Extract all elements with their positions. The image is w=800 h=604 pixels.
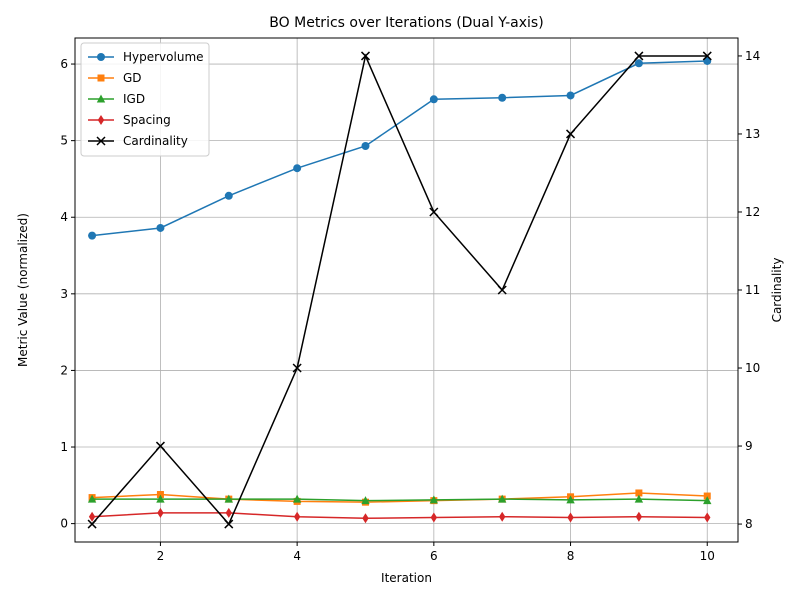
data-point-igd (566, 495, 575, 504)
y-right-tick-label: 8 (745, 517, 753, 531)
data-point-gd (635, 489, 643, 497)
y-left-tick-label: 6 (60, 57, 68, 71)
data-point-igd (361, 496, 370, 505)
y-right-tick-label: 9 (745, 439, 753, 453)
data-point-gd (156, 491, 164, 499)
data-point-cardinality (224, 519, 234, 529)
series-line-hypervolume (92, 60, 708, 237)
legend-label-spacing: Spacing (123, 113, 171, 127)
legend-item-gd: GD (88, 71, 142, 85)
series-igd (87, 494, 712, 505)
legend-marker-cardinality (96, 136, 106, 146)
data-point-igd (703, 496, 712, 505)
x-tick-label: 4 (293, 549, 301, 563)
data-point-cardinality (360, 51, 371, 61)
y-right-tick-label: 14 (745, 49, 760, 63)
data-point-gd (703, 492, 711, 500)
data-point-igd (156, 494, 165, 503)
y-left-tick-label: 5 (60, 134, 68, 148)
y-left-tick-label: 0 (60, 517, 68, 531)
data-point-cardinality (566, 129, 576, 139)
data-point-hypervolume (361, 142, 370, 150)
y-axis-left-label: Metric Value (normalized) (16, 213, 30, 367)
data-point-hypervolume (293, 164, 302, 173)
y-axis-right-ticks: 8 9 10 11 12 13 14 (738, 49, 760, 531)
legend-item-cardinality: Cardinality (88, 134, 188, 148)
data-point-hypervolume (429, 95, 438, 104)
data-point-cardinality (292, 363, 302, 373)
y-left-tick-label: 1 (60, 440, 68, 454)
data-point-spacing (704, 512, 711, 523)
data-point-igd (87, 494, 97, 503)
data-point-spacing (635, 511, 643, 522)
data-point-igd (429, 495, 439, 504)
data-point-igd (497, 494, 507, 503)
legend-item-spacing: Spacing (88, 113, 171, 127)
y-right-tick-label: 12 (745, 205, 760, 219)
data-point-hypervolume (224, 191, 233, 200)
legend-box (80, 42, 210, 157)
y-axis-left-ticks: 0 1 2 3 4 5 6 (60, 57, 75, 531)
y-right-tick-label: 13 (745, 127, 760, 141)
data-point-spacing (362, 513, 369, 524)
data-point-hypervolume (634, 59, 643, 68)
data-point-cardinality (429, 207, 439, 217)
data-point-hypervolume (88, 231, 97, 240)
y-right-tick-label: 10 (745, 361, 760, 375)
series-line-igd (92, 498, 708, 502)
data-point-spacing (157, 507, 164, 518)
data-point-igd (634, 494, 644, 503)
legend-marker-gd (97, 74, 105, 82)
chart-title: BO Metrics over Iterations (Dual Y-axis) (269, 15, 543, 31)
data-point-spacing (567, 512, 574, 523)
x-axis-ticks: 2 4 6 8 10 (157, 542, 715, 563)
data-point-cardinality (87, 519, 97, 529)
data-point-igd (224, 494, 233, 503)
data-point-spacing (293, 511, 301, 522)
y-right-tick-label: 11 (745, 283, 760, 297)
data-point-cardinality (702, 51, 712, 61)
legend-label-igd: IGD (123, 92, 145, 106)
x-tick-label: 8 (567, 549, 575, 563)
y-left-tick-label: 3 (60, 287, 68, 301)
series-cardinality (87, 51, 712, 529)
series-line-spacing (92, 512, 708, 520)
legend-label-hypervolume: Hypervolume (123, 50, 204, 64)
legend-item-hypervolume: Hypervolume (88, 50, 204, 64)
data-point-igd (292, 494, 302, 503)
data-point-cardinality (634, 51, 644, 61)
data-point-cardinality (155, 441, 165, 451)
x-tick-label: 2 (157, 549, 165, 563)
data-point-spacing (88, 511, 96, 522)
series-line-cardinality (91, 53, 708, 526)
series-layer (87, 51, 712, 529)
y-axis-right-label: Cardinality (770, 258, 784, 323)
legend-label-cardinality: Cardinality (123, 134, 188, 148)
y-left-tick-label: 4 (60, 210, 68, 224)
data-point-spacing (498, 511, 506, 522)
legend-label-gd: GD (123, 71, 142, 85)
series-line-gd (92, 492, 708, 503)
x-tick-label: 6 (430, 549, 438, 563)
legend-marker-igd (96, 94, 106, 103)
data-point-hypervolume (566, 91, 575, 100)
data-point-hypervolume (156, 223, 165, 232)
x-axis-label: Iteration (381, 571, 432, 585)
legend-marker-spacing (97, 115, 105, 125)
y-left-tick-label: 2 (60, 363, 68, 377)
data-point-spacing (225, 507, 232, 518)
series-gd (88, 489, 711, 506)
series-spacing (88, 507, 711, 524)
data-point-hypervolume (498, 93, 507, 102)
x-tick-label: 10 (700, 549, 715, 563)
legend: Hypervolume GD IGD Spacing Cardinality (80, 42, 210, 157)
legend-item-igd: IGD (88, 92, 145, 106)
legend-marker-hypervolume (97, 53, 105, 61)
data-point-spacing (430, 512, 438, 523)
data-point-cardinality (497, 285, 507, 295)
